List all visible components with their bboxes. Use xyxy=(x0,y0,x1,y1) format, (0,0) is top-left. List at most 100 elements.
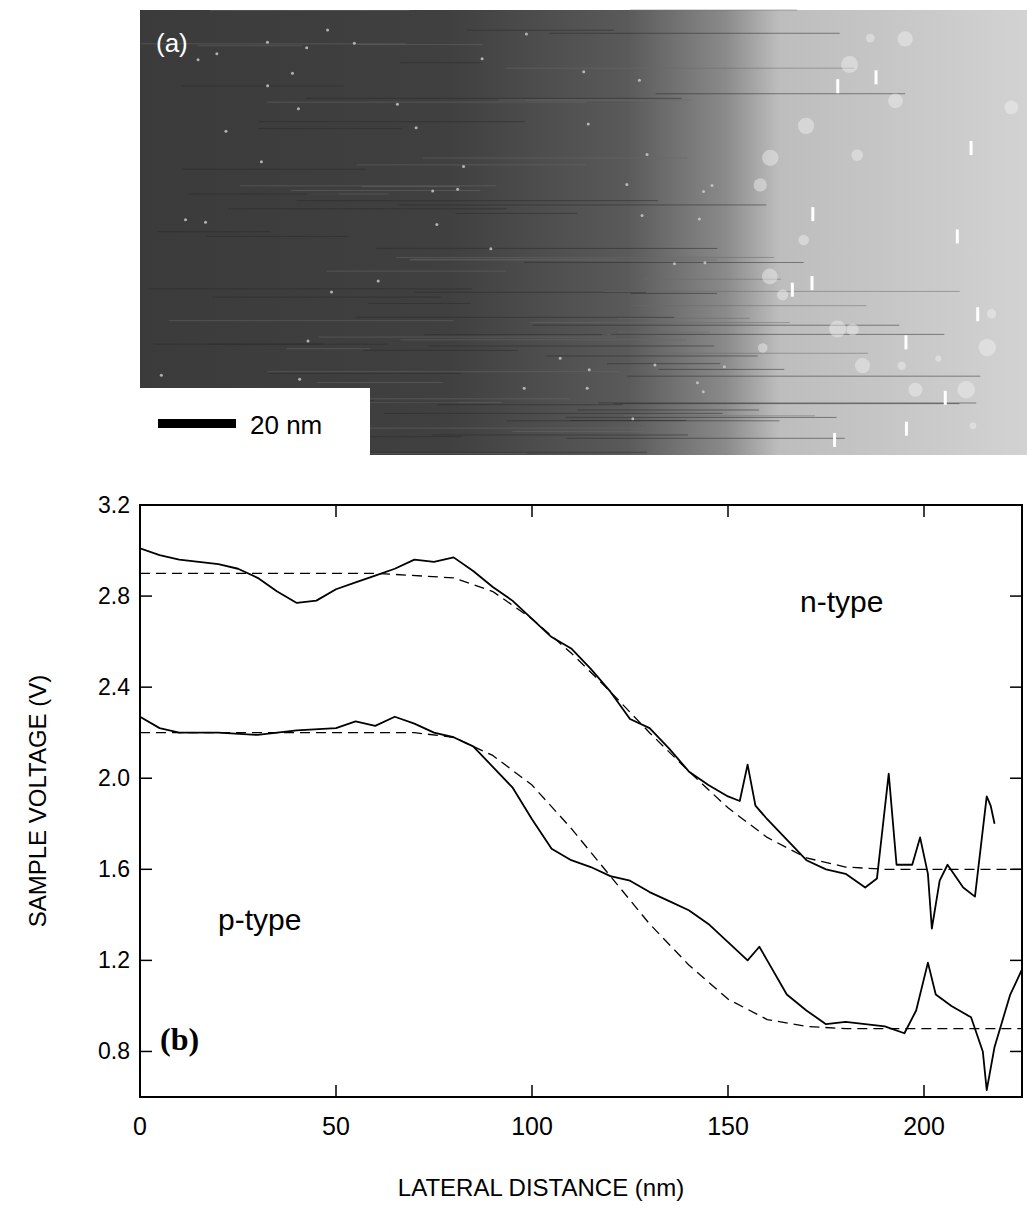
scan-line xyxy=(306,98,682,99)
speckle xyxy=(855,358,870,373)
y-tick-right xyxy=(1010,777,1022,779)
scan-line xyxy=(240,185,497,186)
series-label: p-type xyxy=(218,903,301,936)
y-tick xyxy=(140,777,152,779)
speckle xyxy=(266,41,269,44)
speckle xyxy=(758,343,768,353)
scan-line xyxy=(157,231,270,232)
speckle xyxy=(841,56,858,73)
scan-line xyxy=(415,292,646,293)
scan-line xyxy=(611,334,945,335)
scan-line xyxy=(627,376,980,377)
scan-line xyxy=(618,332,709,333)
speckle xyxy=(698,217,701,220)
scan-line xyxy=(212,297,441,298)
speckle xyxy=(696,381,699,384)
x-tick-label: 150 xyxy=(707,1112,749,1140)
x-tick-label: 0 xyxy=(133,1112,147,1140)
bright-streak xyxy=(836,79,839,93)
x-tick xyxy=(727,1085,729,1097)
speckle xyxy=(559,357,562,360)
bright-streak xyxy=(875,70,878,84)
speckle xyxy=(866,34,875,43)
scan-line xyxy=(631,293,717,294)
bright-streak xyxy=(905,422,908,436)
speckle xyxy=(987,309,996,318)
speckle xyxy=(653,364,656,367)
scan-line xyxy=(598,402,976,403)
x-tick-label: 50 xyxy=(322,1112,350,1140)
x-tick-label: 200 xyxy=(903,1112,945,1140)
scan-line xyxy=(623,415,815,416)
scan-line xyxy=(566,417,837,418)
scan-line xyxy=(524,262,804,263)
scale-bar-box xyxy=(140,388,370,455)
y-tick-label: 2.8 xyxy=(98,583,130,609)
scan-line xyxy=(351,428,643,429)
x-tick xyxy=(335,1085,337,1097)
scan-line xyxy=(607,363,720,364)
scan-line xyxy=(356,317,674,318)
x-tick-top xyxy=(727,505,729,517)
speckle xyxy=(625,183,628,186)
scan-line xyxy=(456,213,577,214)
speckle xyxy=(898,31,913,46)
scan-line xyxy=(228,208,507,209)
scan-line xyxy=(267,102,587,103)
speckle xyxy=(702,390,705,393)
speckle xyxy=(525,33,528,36)
scan-line xyxy=(365,452,647,453)
speckle xyxy=(305,46,308,49)
speckle xyxy=(396,103,399,106)
panel-label: (a) xyxy=(156,28,188,58)
x-tick xyxy=(923,1085,925,1097)
speckle xyxy=(935,356,941,362)
speckle xyxy=(291,72,294,75)
scan-line xyxy=(182,169,365,170)
speckle xyxy=(978,339,996,357)
speckle xyxy=(330,290,333,293)
scan-line xyxy=(577,409,758,410)
speckle xyxy=(215,52,218,55)
speckle xyxy=(703,261,706,264)
speckle xyxy=(377,279,380,282)
speckle xyxy=(888,94,903,109)
data-line xyxy=(140,717,1022,1090)
x-axis-title: LATERAL DISTANCE (nm) xyxy=(398,1174,684,1201)
speckle xyxy=(435,223,438,226)
scan-line xyxy=(318,337,616,338)
speckle xyxy=(197,58,200,61)
scan-line xyxy=(643,353,868,354)
speckle xyxy=(646,153,649,156)
speckle xyxy=(970,422,977,429)
scan-line xyxy=(287,348,370,349)
speckle xyxy=(582,70,585,73)
scan-line xyxy=(396,257,774,258)
speckle xyxy=(184,218,187,221)
speckle xyxy=(588,368,591,371)
y-tick-label: 3.2 xyxy=(98,492,130,518)
scan-line xyxy=(376,248,718,249)
bright-streak xyxy=(904,335,907,349)
speckle xyxy=(353,42,356,45)
stm-image xyxy=(140,10,1027,455)
x-tick-label: 100 xyxy=(511,1112,553,1140)
bright-streak xyxy=(944,391,947,405)
y-axis-title: SAMPLE VOLTAGE (V) xyxy=(24,675,51,928)
scan-line xyxy=(432,434,688,435)
y-tick xyxy=(140,1051,152,1053)
bright-streak xyxy=(833,433,836,447)
scan-line xyxy=(566,438,845,439)
scan-line xyxy=(499,99,652,100)
speckle xyxy=(798,235,809,246)
scan-line xyxy=(506,420,779,421)
data-line xyxy=(140,548,995,928)
y-tick-right xyxy=(1010,686,1022,688)
scan-line xyxy=(632,305,866,306)
speckle xyxy=(260,160,263,163)
scan-line xyxy=(317,382,443,383)
scan-line xyxy=(512,431,645,432)
y-tick xyxy=(140,869,152,871)
speckle xyxy=(957,381,974,398)
speckle xyxy=(456,188,459,191)
